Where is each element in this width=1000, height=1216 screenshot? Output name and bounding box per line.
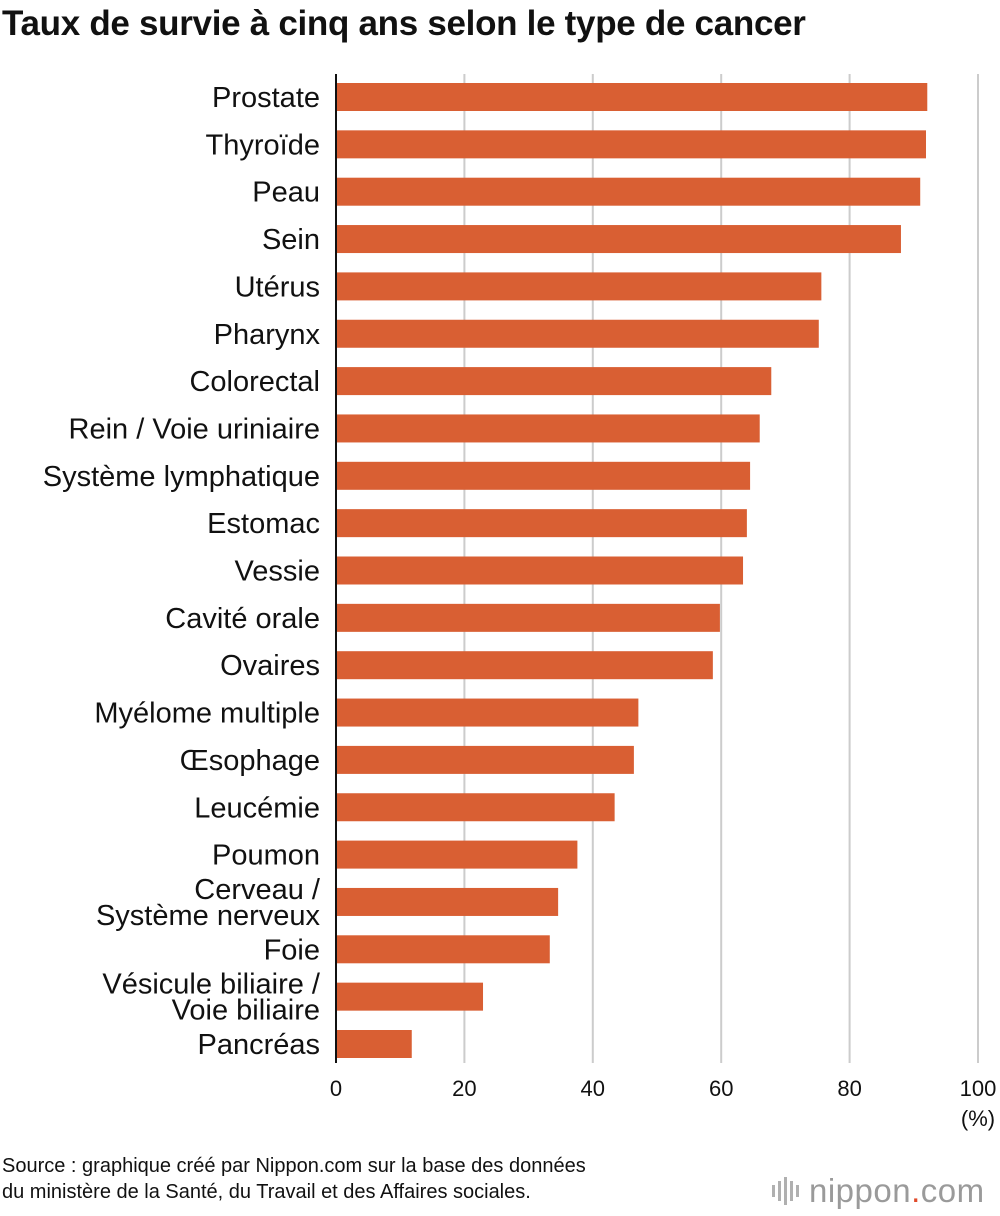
bar-15: [336, 793, 615, 822]
bar-2: [336, 177, 921, 206]
category-label-7: Rein / Voie uriniaire: [69, 413, 320, 445]
category-label-20: Pancréas: [197, 1029, 320, 1061]
category-label-16: Poumon: [212, 840, 320, 872]
category-label-12: Ovaires: [220, 650, 320, 682]
bar-3: [336, 225, 901, 254]
x-tick-label-80: 80: [837, 1076, 861, 1101]
bars: [336, 83, 928, 1058]
logo-dot: .: [911, 1172, 921, 1209]
bar-11: [336, 603, 720, 632]
category-label-4: Utérus: [235, 271, 320, 303]
category-labels: Prostate Thyroïde Peau Sein Utérus Pharynx Col…: [43, 82, 321, 1061]
x-unit-label: (%): [961, 1106, 995, 1131]
category-label-19-line-1: Voie biliaire: [172, 995, 320, 1027]
x-tick-label-40: 40: [581, 1076, 605, 1101]
category-label-15: Leucémie: [194, 792, 320, 824]
category-label-5: Pharynx: [214, 319, 321, 351]
bar-8: [336, 461, 751, 490]
bar-14: [336, 745, 634, 774]
bar-0: [336, 83, 928, 111]
nippon-logo: nippon.com: [772, 1172, 985, 1210]
bar-1: [336, 130, 926, 159]
bar-13: [336, 698, 639, 727]
bar-7: [336, 414, 760, 443]
x-axis-ticks: 0 20 40 60 80 100 (%): [330, 1076, 996, 1131]
logo-text: nippon.com: [809, 1172, 985, 1209]
bar-5: [336, 319, 819, 348]
bar-12: [336, 651, 713, 680]
sound-bars-icon: [772, 1177, 799, 1205]
x-tick-label-60: 60: [709, 1076, 733, 1101]
category-label-2: Peau: [252, 177, 320, 209]
source-line-2: du ministère de la Santé, du Travail et …: [2, 1181, 531, 1203]
category-label-19-line-0: Vésicule biliaire /: [102, 969, 321, 1001]
category-label-13: Myélome multiple: [94, 698, 320, 730]
bar-18: [336, 935, 550, 964]
category-label-10: Vessie: [235, 556, 320, 588]
logo-suffix: com: [920, 1172, 985, 1209]
chart-title: Taux de survie à cinq ans selon le type …: [2, 4, 806, 43]
bar-19: [336, 982, 484, 1011]
bar-9: [336, 509, 747, 538]
bar-20: [336, 1030, 412, 1058]
category-label-8: Système lymphatique: [43, 461, 320, 493]
category-label-9: Estomac: [207, 508, 320, 540]
source-note: Source : graphique créé par Nippon.com s…: [2, 1153, 762, 1205]
category-label-18: Foie: [264, 934, 320, 966]
bar-6: [336, 367, 772, 396]
category-label-3: Sein: [262, 224, 320, 256]
source-line-1: Source : graphique créé par Nippon.com s…: [2, 1155, 586, 1177]
category-label-6: Colorectal: [189, 366, 320, 398]
bar-10: [336, 556, 744, 585]
bar-4: [336, 272, 822, 301]
category-label-17-line-0: Cerveau /: [194, 874, 321, 906]
bar-16: [336, 840, 578, 869]
category-label-0: Prostate: [212, 82, 320, 114]
bar-17: [336, 887, 559, 916]
category-label-17-line-1: Système nerveux: [96, 900, 321, 932]
category-label-1: Thyroïde: [206, 129, 320, 161]
category-label-14: Œsophage: [180, 745, 320, 777]
x-tick-label-20: 20: [452, 1076, 476, 1101]
category-label-11: Cavité orale: [165, 603, 320, 635]
bar-chart: Prostate Thyroïde Peau Sein Utérus Pharynx Col…: [43, 74, 996, 1131]
x-tick-label-100: 100: [960, 1076, 997, 1101]
x-tick-label-0: 0: [330, 1076, 342, 1101]
